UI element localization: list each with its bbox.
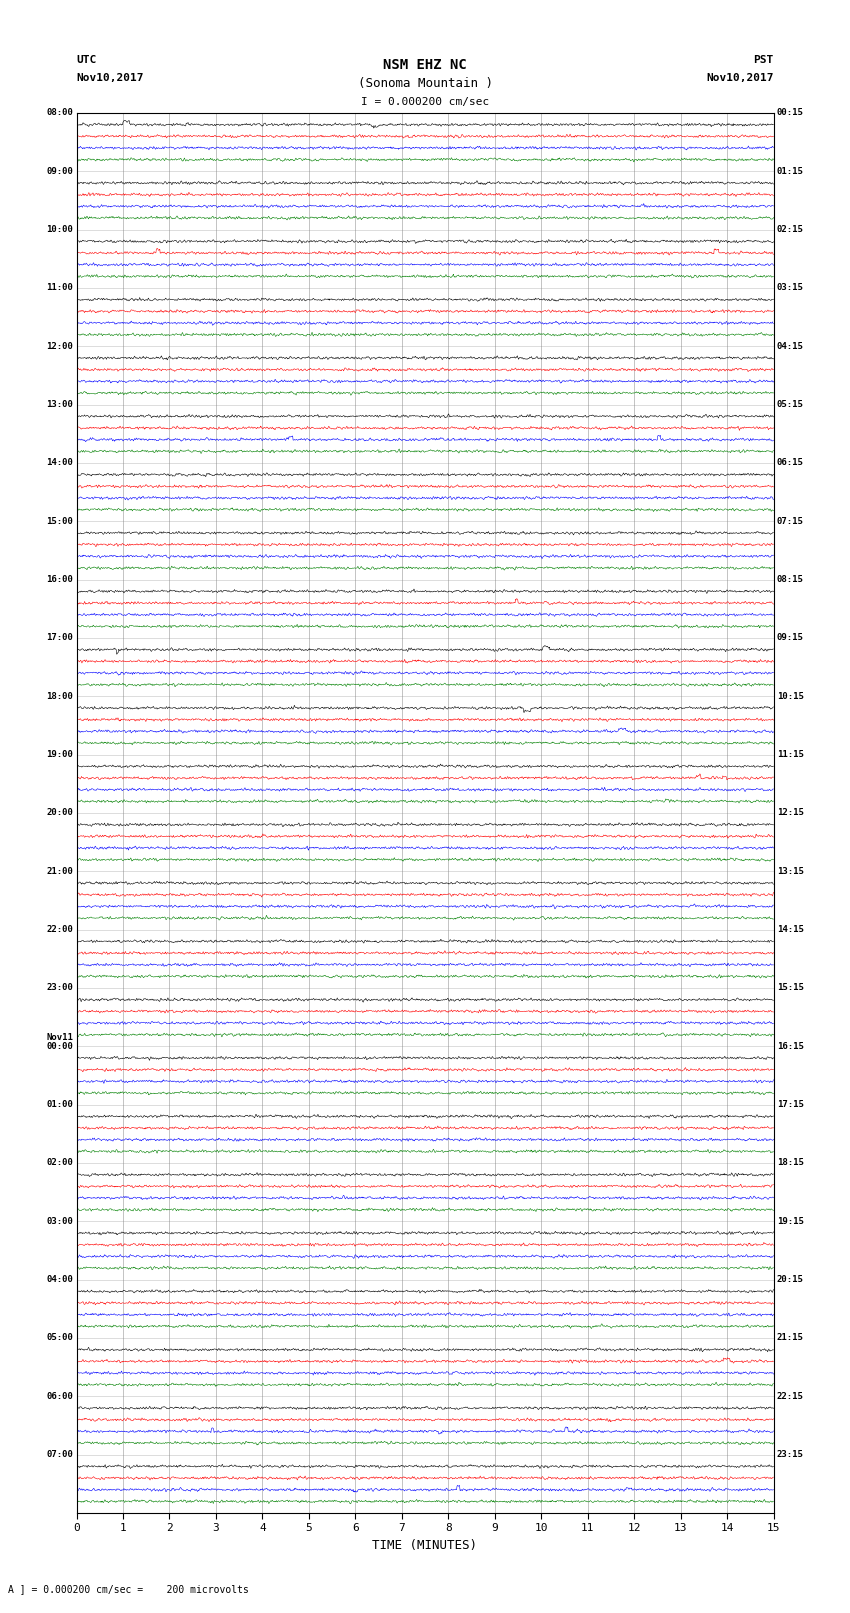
Text: 06:15: 06:15: [777, 458, 804, 468]
Text: 20:15: 20:15: [777, 1276, 804, 1284]
Text: 07:15: 07:15: [777, 516, 804, 526]
Text: 10:00: 10:00: [46, 226, 73, 234]
Text: A ] = 0.000200 cm/sec =    200 microvolts: A ] = 0.000200 cm/sec = 200 microvolts: [8, 1584, 249, 1594]
Text: 23:15: 23:15: [777, 1450, 804, 1460]
Text: 01:00: 01:00: [46, 1100, 73, 1110]
Text: 02:15: 02:15: [777, 226, 804, 234]
Text: 23:00: 23:00: [46, 984, 73, 992]
X-axis label: TIME (MINUTES): TIME (MINUTES): [372, 1539, 478, 1552]
Text: 17:15: 17:15: [777, 1100, 804, 1110]
Text: 18:00: 18:00: [46, 692, 73, 700]
Text: 17:00: 17:00: [46, 634, 73, 642]
Text: NSM EHZ NC: NSM EHZ NC: [383, 58, 467, 73]
Text: 02:00: 02:00: [46, 1158, 73, 1168]
Text: 22:00: 22:00: [46, 926, 73, 934]
Text: 05:15: 05:15: [777, 400, 804, 410]
Text: 19:15: 19:15: [777, 1216, 804, 1226]
Text: 06:00: 06:00: [46, 1392, 73, 1400]
Text: 08:15: 08:15: [777, 576, 804, 584]
Text: 18:15: 18:15: [777, 1158, 804, 1168]
Text: 10:15: 10:15: [777, 692, 804, 700]
Text: 16:15: 16:15: [777, 1042, 804, 1050]
Text: I = 0.000200 cm/sec: I = 0.000200 cm/sec: [361, 97, 489, 106]
Text: 08:00: 08:00: [46, 108, 73, 118]
Text: 03:00: 03:00: [46, 1216, 73, 1226]
Text: 01:15: 01:15: [777, 166, 804, 176]
Text: 04:00: 04:00: [46, 1276, 73, 1284]
Text: 12:15: 12:15: [777, 808, 804, 818]
Text: UTC: UTC: [76, 55, 97, 65]
Text: Nov11: Nov11: [46, 1032, 73, 1042]
Text: 20:00: 20:00: [46, 808, 73, 818]
Text: 21:00: 21:00: [46, 866, 73, 876]
Text: 16:00: 16:00: [46, 576, 73, 584]
Text: 15:00: 15:00: [46, 516, 73, 526]
Text: 13:15: 13:15: [777, 866, 804, 876]
Text: Nov10,2017: Nov10,2017: [706, 73, 774, 82]
Text: 15:15: 15:15: [777, 984, 804, 992]
Text: 14:15: 14:15: [777, 926, 804, 934]
Text: 04:15: 04:15: [777, 342, 804, 350]
Text: 19:00: 19:00: [46, 750, 73, 760]
Text: 09:00: 09:00: [46, 166, 73, 176]
Text: Nov10,2017: Nov10,2017: [76, 73, 144, 82]
Text: 11:00: 11:00: [46, 284, 73, 292]
Text: 13:00: 13:00: [46, 400, 73, 410]
Text: 22:15: 22:15: [777, 1392, 804, 1400]
Text: 21:15: 21:15: [777, 1334, 804, 1342]
Text: 07:00: 07:00: [46, 1450, 73, 1460]
Text: (Sonoma Mountain ): (Sonoma Mountain ): [358, 77, 492, 90]
Text: 12:00: 12:00: [46, 342, 73, 350]
Text: PST: PST: [753, 55, 774, 65]
Text: 14:00: 14:00: [46, 458, 73, 468]
Text: 05:00: 05:00: [46, 1334, 73, 1342]
Text: 09:15: 09:15: [777, 634, 804, 642]
Text: 03:15: 03:15: [777, 284, 804, 292]
Text: 00:00: 00:00: [46, 1042, 73, 1050]
Text: 11:15: 11:15: [777, 750, 804, 760]
Text: 00:15: 00:15: [777, 108, 804, 118]
